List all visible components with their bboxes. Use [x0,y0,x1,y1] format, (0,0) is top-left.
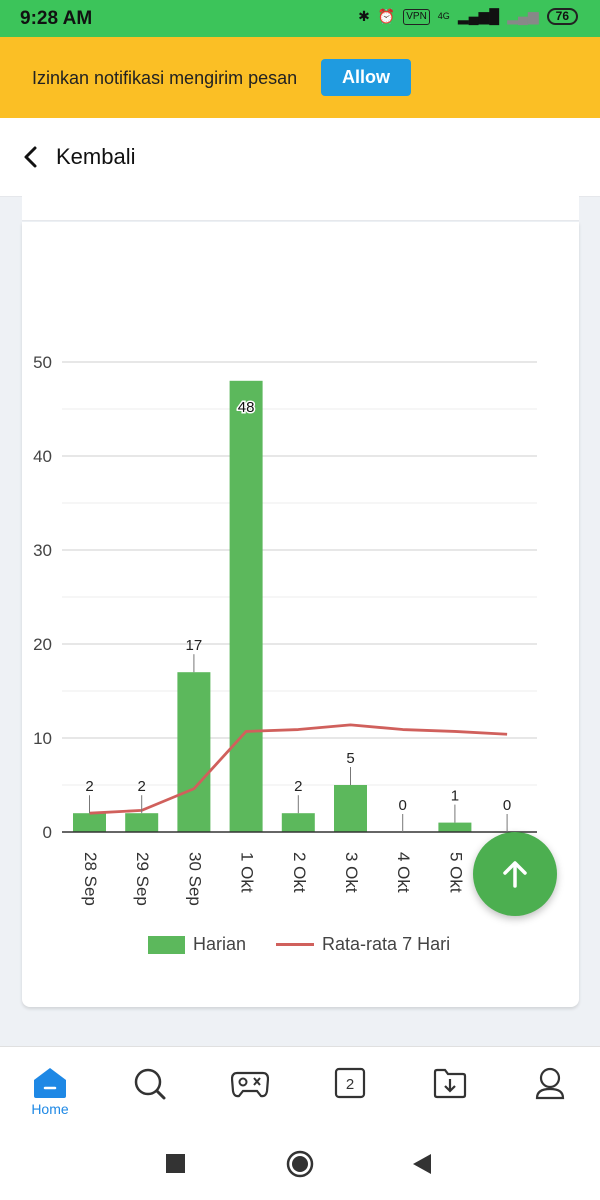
y-tick-label: 40 [33,447,52,466]
bottom-nav: Home 2 [0,1046,600,1129]
header: Kembali [0,118,600,197]
notification-text: Izinkan notifikasi mengirim pesan [32,68,298,88]
x-tick-label: 2 Okt [290,852,309,893]
card-header-strip [22,196,579,221]
bar-1-okt [229,380,263,832]
data-label: 5 [346,750,354,767]
home-circle-icon[interactable] [286,1150,314,1178]
x-tick-label: 30 Sep [185,852,204,906]
home-icon [34,1068,66,1098]
chart-legend: Harian Rata-rata 7 Hari [148,934,450,955]
search-icon [134,1068,166,1100]
data-label: 2 [138,778,146,795]
data-label: 1 [451,788,459,805]
bar-2-okt [281,813,315,832]
signal-icon: ▂▄▆█ [457,8,500,24]
legend-harian-label: Harian [193,934,247,954]
bar-29-sep [125,813,159,832]
back-label[interactable]: Kembali [56,144,136,169]
data-label: 48 [238,399,255,416]
status-icons: ✱ ⏰ VPN 4G ▂▄▆█ ▂▄▆ 76 [358,8,578,25]
chart-card: 0 10 20 30 40 50 2 2 17 48 2 5 0 1 0 28 Sep 29 Sep 30 Sep… [22,222,579,1007]
allow-button[interactable]: Allow [321,59,411,96]
nav-home-label: Home [31,1101,69,1117]
y-tick-label: 0 [43,823,52,842]
data-label: 17 [186,637,203,654]
data-label: 0 [399,797,407,814]
alarm-icon: ⏰ [377,8,396,24]
tabs-count: 2 [346,1076,354,1093]
scroll-top-button[interactable] [473,832,557,916]
data-label: 2 [294,778,302,795]
nav-downloads[interactable] [410,1047,490,1129]
y-tick-label: 50 [33,353,52,372]
status-time: 9:28 AM [20,8,93,29]
y-tick-label: 20 [33,635,52,654]
x-tick-label: 29 Sep [133,852,152,906]
bar-28-sep [73,813,106,832]
bluetooth-icon: ✱ [358,8,370,24]
status-bar: 9:28 AM ✱ ⏰ VPN 4G ▂▄▆█ ▂▄▆ 76 [0,0,600,37]
battery-level: 76 [546,8,578,25]
chevron-left-icon[interactable] [20,144,44,170]
x-tick-label: 4 Okt [394,852,413,893]
bar-30-sep [177,672,211,832]
notification-banner: Izinkan notifikasi mengirim pesan Allow [0,37,600,118]
x-tick-label: 1 Okt [238,852,257,893]
y-tick-label: 30 [33,541,52,560]
data-label: 0 [503,797,511,814]
x-tick-label: 3 Okt [342,852,361,893]
system-nav-bar [0,1128,600,1200]
tabs-icon: 2 [334,1067,366,1099]
legend-average-label: Rata-rata 7 Hari [322,934,451,954]
signal-weak-icon: ▂▄▆ [507,8,539,24]
recents-icon[interactable] [166,1154,185,1173]
vpn-badge: VPN [403,8,430,25]
back-triangle-icon[interactable] [412,1153,432,1175]
nav-games[interactable] [210,1047,290,1129]
data-label: 2 [85,778,93,795]
network-type: 4G [437,11,450,21]
nav-profile[interactable] [510,1047,590,1129]
legend-harian-swatch [148,935,185,954]
profile-icon [535,1067,565,1100]
bar-5-okt [438,822,472,832]
nav-tabs[interactable]: 2 [310,1047,390,1129]
x-tick-label: 28 Sep [81,852,100,906]
download-folder-icon [433,1068,467,1099]
nav-home[interactable]: Home [10,1047,90,1129]
bar-3-okt [334,785,367,832]
y-tick-label: 10 [33,729,52,748]
legend-average-swatch [276,943,315,946]
arrow-up-icon [503,861,527,888]
gamepad-icon [231,1071,269,1098]
nav-search[interactable] [110,1047,190,1129]
average-line [89,723,508,815]
x-tick-label: 5 Okt [446,852,465,893]
